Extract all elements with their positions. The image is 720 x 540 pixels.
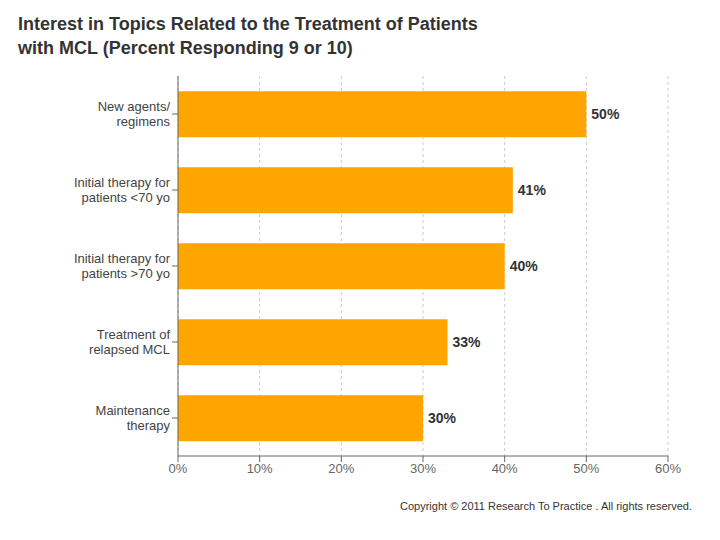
html-text:Interest in Topics Related to: Interest in Topics Related to the Treatm… <box>18 14 478 34</box>
svg-text:50%: 50% <box>573 461 599 476</box>
svg-text:Treatment ofrelapsed MCL: Treatment ofrelapsed MCL <box>89 327 170 357</box>
svg-text:10%: 10% <box>247 461 273 476</box>
svg-text:40%: 40% <box>510 258 539 274</box>
svg-text:20%: 20% <box>328 461 354 476</box>
svg-text:30%: 30% <box>410 461 436 476</box>
svg-text:40%: 40% <box>492 461 518 476</box>
svg-text:0%: 0% <box>169 461 188 476</box>
svg-text:60%: 60% <box>655 461 681 476</box>
svg-text:Maintenancetherapy: Maintenancetherapy <box>96 403 171 433</box>
svg-text:Initial therapy forpatients <7: Initial therapy forpatients <70 yo <box>74 175 171 205</box>
html-text:with MCL (Percent Responding 9: with MCL (Percent Responding 9 or 10) <box>18 38 353 58</box>
svg-text:New agents/regimens: New agents/regimens <box>98 99 171 129</box>
svg-text:30%: 30% <box>428 410 457 426</box>
svg-text:33%: 33% <box>453 334 482 350</box>
html-text:Copyright © 2011 Research To P: Copyright © 2011 Research To Practice . … <box>400 500 692 512</box>
svg-text:41%: 41% <box>518 182 547 198</box>
svg-text:50%: 50% <box>591 106 620 122</box>
svg-text:Initial therapy forpatients >7: Initial therapy forpatients >70 yo <box>74 251 171 281</box>
